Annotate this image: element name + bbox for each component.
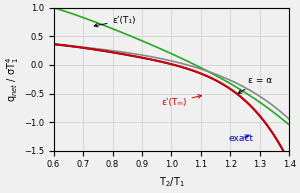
Text: ε = α: ε = α xyxy=(238,76,272,93)
X-axis label: T$_2$/T$_1$: T$_2$/T$_1$ xyxy=(159,175,184,189)
Text: εʹ(T₁): εʹ(T₁) xyxy=(94,16,136,27)
Y-axis label: q$_{net}$ / σT$_1^4$: q$_{net}$ / σT$_1^4$ xyxy=(4,57,21,102)
Text: exact: exact xyxy=(229,134,254,143)
Text: εʹ(Tₘ): εʹ(Tₘ) xyxy=(161,95,202,107)
